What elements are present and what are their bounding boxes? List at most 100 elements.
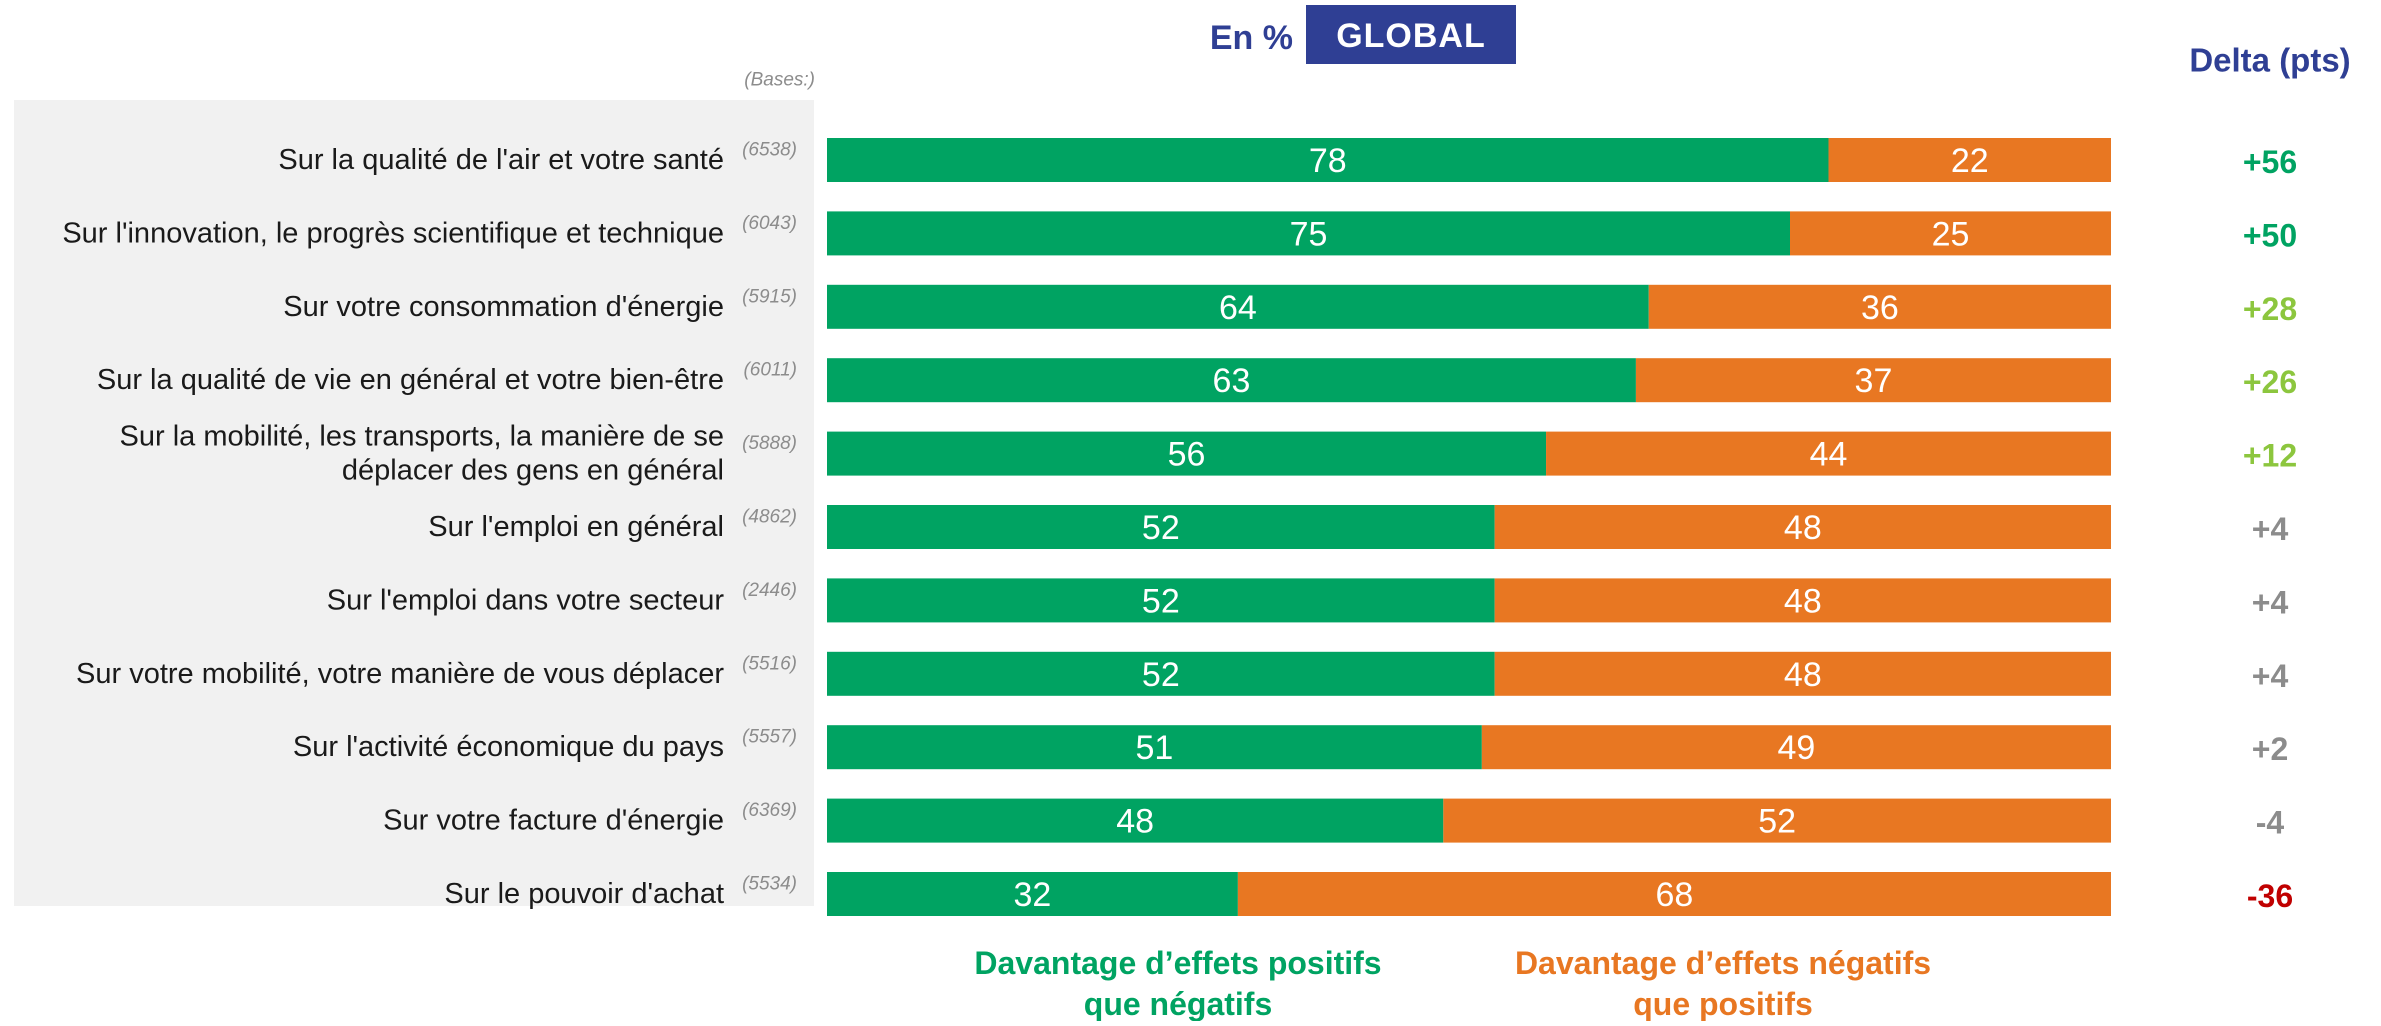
delta-value: +28 (2243, 291, 2297, 327)
chart-row: Sur votre facture d'énergie (6369) 48 52 -4 (383, 798, 2285, 843)
bar-positive-label: 48 (1116, 803, 1154, 841)
chart-row: Sur l'activité économique du pays (5557) 5… (293, 725, 2288, 770)
bar-positive (827, 505, 1495, 549)
category-label: Sur l'innovation, le progrès scientifiqu… (62, 217, 724, 249)
delta-value: -4 (2256, 805, 2285, 841)
delta-value: +50 (2243, 217, 2297, 253)
bar-negative-label: 49 (1778, 729, 1816, 767)
bar-positive (827, 872, 1238, 916)
bar-positive-label: 52 (1142, 656, 1180, 694)
category-label: Sur la qualité de vie en général et votr… (97, 364, 724, 396)
bar-positive-label: 63 (1213, 362, 1251, 400)
chart-row: Sur la mobilité, les transports, la mani… (120, 421, 2298, 487)
bar-negative (1494, 578, 2111, 623)
delta-title: Delta (pts) (2189, 42, 2350, 79)
base-value: (2446) (742, 580, 797, 601)
bar-negative (1481, 725, 2111, 770)
category-label: Sur l'activité économique du pays (293, 731, 724, 763)
base-value: (5888) (742, 433, 797, 454)
bar-negative (1790, 211, 2111, 256)
delta-value: +4 (2252, 658, 2289, 694)
unit-label: En % (1210, 19, 1293, 57)
bar-positive (827, 284, 1649, 329)
category-label: Sur l'emploi dans votre secteur (327, 584, 725, 616)
category-label-line: Sur la mobilité, les transports, la mani… (120, 421, 724, 453)
bar-negative (1237, 872, 2111, 916)
bar-negative-label: 25 (1932, 215, 1970, 253)
bar-negative (1443, 798, 2111, 843)
bar-positive (827, 651, 1495, 696)
bar-positive (827, 798, 1444, 843)
chart-row: Sur l'innovation, le progrès scientifiqu… (62, 211, 2297, 256)
bar-positive (827, 578, 1495, 623)
category-label: Sur votre consommation d'énergie (283, 291, 724, 323)
bar-positive-label: 52 (1142, 582, 1180, 620)
category-label: Sur la qualité de l'air et votre santé (278, 144, 724, 176)
base-value: (5557) (742, 727, 797, 748)
bar-positive-label: 78 (1309, 142, 1347, 180)
chart-row: Sur votre consommation d'énergie (5915) 64… (283, 284, 2297, 329)
bar-negative-label: 48 (1784, 656, 1822, 694)
bar-negative-label: 52 (1758, 803, 1796, 841)
chart-row: Sur la qualité de vie en général et votr… (97, 358, 2297, 403)
base-value: (6538) (742, 140, 797, 161)
bar-negative (1546, 431, 2111, 476)
label-panel (14, 100, 814, 906)
bar-positive-label: 32 (1014, 876, 1052, 914)
base-value: (6043) (742, 213, 797, 234)
bar-negative-label: 48 (1784, 509, 1822, 547)
base-value: (6369) (742, 800, 797, 821)
bar-positive (827, 211, 1790, 256)
delta-value: +26 (2243, 364, 2297, 400)
bar-negative-label: 37 (1855, 362, 1893, 400)
bar-negative (1648, 284, 2111, 329)
category-label: Sur le pouvoir d'achat (444, 878, 724, 910)
legend-positive-line2: que négatifs (1084, 986, 1272, 1021)
bar-positive (827, 725, 1482, 770)
delta-value: -36 (2247, 878, 2293, 914)
bar-negative-label: 22 (1951, 142, 1989, 180)
bar-negative (1635, 358, 2111, 403)
scope-badge (1306, 5, 1516, 64)
chart-row: Sur l'emploi dans votre secteur (2446) 52 4… (327, 578, 2289, 623)
bar-positive (827, 358, 1636, 403)
bases-label: (Bases:) (744, 70, 815, 91)
base-value: (5516) (742, 653, 797, 674)
bar-positive-label: 64 (1219, 289, 1257, 327)
bar-negative-label: 68 (1656, 876, 1694, 914)
delta-value: +2 (2252, 731, 2288, 767)
chart-row: Sur votre mobilité, votre manière de vou… (76, 651, 2289, 696)
bar-positive-label: 56 (1168, 436, 1206, 474)
bar-positive-label: 51 (1136, 729, 1174, 767)
category-label: Sur l'emploi en général (428, 511, 724, 543)
legend-negative-line1: Davantage d’effets négatifs (1515, 945, 1931, 981)
delta-value: +56 (2243, 144, 2297, 180)
legend-negative-line2: que positifs (1633, 986, 1813, 1021)
delta-value: +12 (2243, 438, 2297, 474)
bar-negative (1494, 651, 2111, 696)
delta-value: +4 (2252, 511, 2289, 547)
base-value: (5915) (742, 286, 797, 307)
category-label: Sur votre mobilité, votre manière de vou… (76, 658, 724, 690)
bar-positive (827, 431, 1547, 476)
bar-positive (827, 138, 1829, 182)
bar-negative (1494, 505, 2111, 549)
scope-label: GLOBAL (1336, 17, 1486, 55)
base-value: (5534) (742, 874, 797, 895)
category-label: Sur votre facture d'énergie (383, 805, 724, 837)
base-value: (6011) (743, 360, 797, 381)
chart-row: Sur la qualité de l'air et votre santé (6… (278, 138, 2297, 182)
bar-positive-label: 75 (1290, 215, 1328, 253)
legend-positive-line1: Davantage d’effets positifs (974, 945, 1381, 981)
category-label: Sur la mobilité, les transports, la mani… (120, 421, 724, 487)
category-label-line: déplacer des gens en général (342, 455, 724, 487)
bar-positive-label: 52 (1142, 509, 1180, 547)
delta-value: +4 (2252, 584, 2289, 620)
base-value: (4862) (742, 507, 797, 528)
bar-negative-label: 48 (1784, 582, 1822, 620)
chart-row: Sur le pouvoir d'achat (5534) 32 68 -36 (444, 872, 2293, 916)
chart-rows: Sur la qualité de l'air et votre santé (6… (62, 138, 2297, 916)
bar-negative (1828, 138, 2111, 182)
